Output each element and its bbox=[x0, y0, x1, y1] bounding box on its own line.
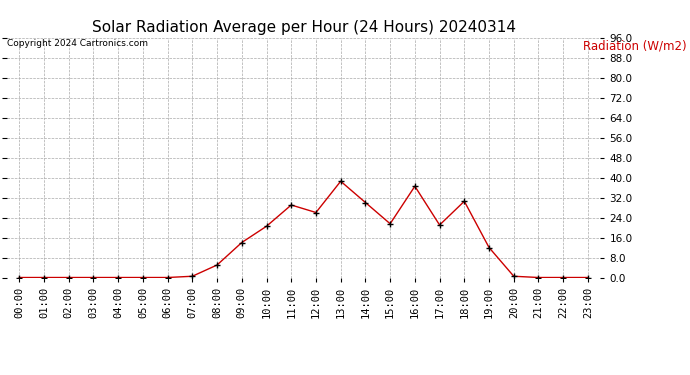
Text: Radiation (W/m2): Radiation (W/m2) bbox=[583, 39, 687, 53]
Text: Copyright 2024 Cartronics.com: Copyright 2024 Cartronics.com bbox=[7, 39, 148, 48]
Title: Solar Radiation Average per Hour (24 Hours) 20240314: Solar Radiation Average per Hour (24 Hou… bbox=[92, 20, 515, 35]
